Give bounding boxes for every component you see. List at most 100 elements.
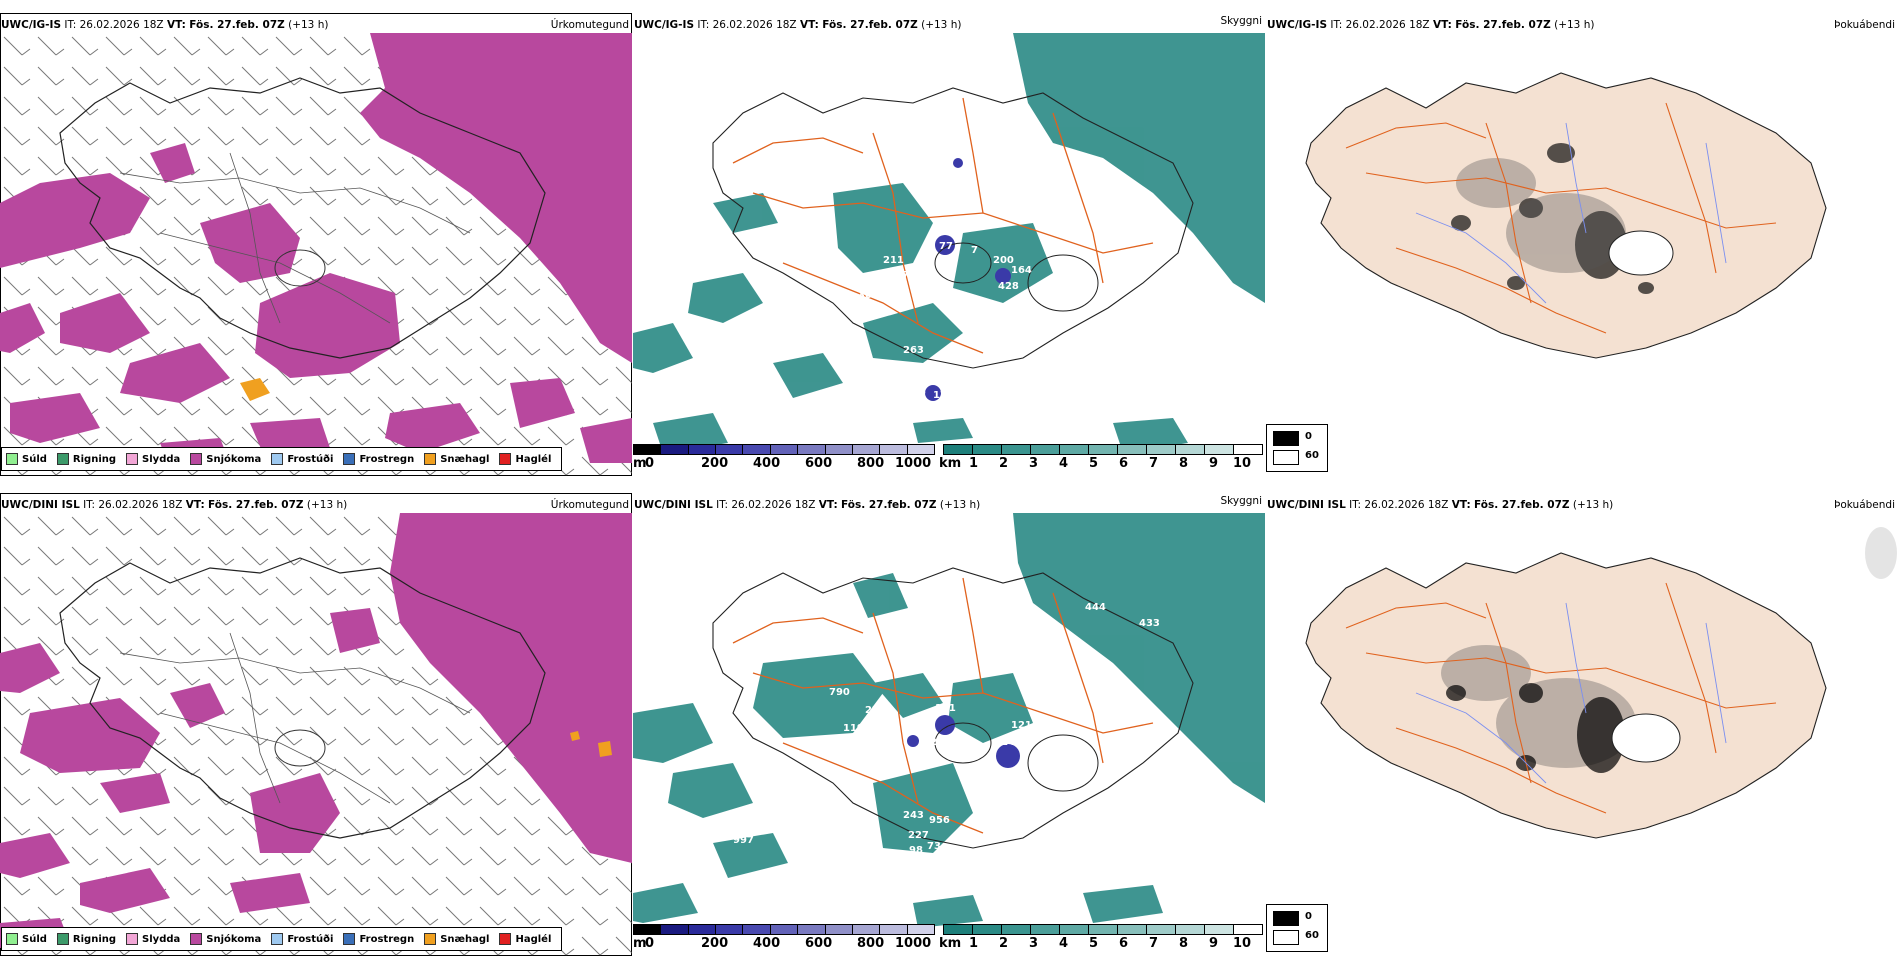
legend-label: Frostúði: [287, 453, 334, 465]
cloud-base-label: 428: [998, 281, 1019, 292]
cloud-base-label: 164: [1011, 265, 1032, 276]
colorbar-tick: 6: [1119, 936, 1129, 951]
colorbar-tick: 7: [1149, 456, 1159, 471]
cloud-base-label: 10: [923, 285, 937, 296]
valid-time: Fös. 27.feb. 07Z: [1455, 19, 1551, 31]
cloud-base-label: 803: [848, 739, 869, 750]
lead-time: (+13 h): [1554, 19, 1595, 31]
colorbar-tick: 8: [1179, 936, 1189, 951]
fog-index-panel: UWC/DINI ISL IT: 26.02.2026 18Z VT: Fös.…: [1266, 493, 1898, 956]
legend-swatch: [343, 453, 356, 465]
cloud-base-label: 144: [1001, 737, 1022, 748]
init-time-label: IT:: [1330, 19, 1343, 31]
valid-time-label: VT:: [818, 499, 838, 511]
precip-map[interactable]: [0, 33, 632, 476]
colorbar-tick: 800: [857, 936, 885, 951]
cloud-base-label: 200: [993, 255, 1014, 266]
valid-time-label: VT:: [1432, 19, 1452, 31]
visibility-map[interactable]: 810 211 327 77 200 164 428 263 55 156 17…: [633, 33, 1265, 476]
legend-swatch: [1273, 930, 1299, 945]
colorbar-unit: m: [633, 936, 647, 951]
fog-map[interactable]: [1266, 33, 1898, 476]
colorbar-tick: 1000: [895, 936, 932, 951]
legend-swatch: [6, 453, 18, 465]
model-name: UWC/DINI ISL: [1267, 499, 1346, 511]
colorbar-unit: km: [939, 936, 962, 951]
precip-type-panel: UWC/DINI ISL IT: 26.02.2026 18Z VT: Fös.…: [0, 493, 632, 956]
legend-label: Frostregn: [359, 453, 415, 465]
legend-item: Súld: [6, 933, 47, 945]
cloud-height-colorbar: m 0 200 400 600 800 1000: [633, 924, 935, 952]
colorbar-tick: 10: [1233, 456, 1252, 471]
cloud-base-label: 30: [858, 290, 872, 301]
colorbar-tick: 5: [1089, 456, 1099, 471]
panel-kind-label: Skyggni: [1220, 495, 1263, 507]
legend-item: Frostregn: [343, 453, 414, 465]
legend-swatch: [1273, 911, 1299, 926]
legend-swatch: [126, 933, 139, 945]
legend-item: Haglél: [499, 933, 551, 945]
legend-label: Rigning: [72, 453, 117, 465]
cloud-base-label: 359: [865, 723, 886, 734]
visibility-colorbar: km 1 2 3 4 5 6 7 8 9 10: [939, 924, 1263, 952]
panel-kind-label: Þokuábendi: [1834, 19, 1895, 31]
legend-item: Súld: [6, 453, 47, 465]
legend-swatch: [424, 933, 437, 945]
panel-kind-label: Þokuábendi: [1834, 499, 1895, 511]
colorbar-tick: 600: [805, 456, 833, 471]
colorbar-tick: 1000: [895, 456, 932, 471]
colorbar-tick: 200: [701, 456, 729, 471]
visibility-map[interactable]: 759 444 433 790 22 119 359 803 111 121 1…: [633, 513, 1265, 956]
lead-time: (+13 h): [1572, 499, 1614, 511]
cloud-base-label: 810: [763, 225, 784, 236]
legend-label: Rigning: [72, 933, 117, 945]
panel-title: UWC/DINI ISL IT: 26.02.2026 18Z VT: Fös.…: [634, 499, 980, 511]
legend-label: 0: [1305, 911, 1312, 922]
legend-label: Slydda: [142, 933, 181, 945]
colorbar-tick: 2: [999, 936, 1009, 951]
cloud-visibility-panel: UWC/DINI ISL IT: 26.02.2026 18Z VT: Fös.…: [633, 493, 1265, 956]
legend-label: Frostúði: [287, 933, 334, 945]
cloud-base-label: 73: [927, 841, 941, 852]
panel-title: UWC/IG-IS IT: 26.02.2026 18Z VT: Fös. 27…: [1267, 19, 1594, 31]
cloud-base-label: 156: [905, 387, 926, 398]
init-time-label: IT:: [1349, 499, 1362, 511]
legend-label: 60: [1305, 450, 1319, 461]
cloud-base-label: 263: [903, 345, 924, 356]
colorbar-tick: 0: [645, 456, 655, 471]
colorbar-tick: 1: [969, 456, 979, 471]
panel-title: UWC/DINI ISL IT: 26.02.2026 18Z VT: Fös.…: [1, 499, 347, 511]
visibility-colorbar: km 1 2 3 4 5 6 7 8 9 10: [939, 444, 1263, 472]
lead-time: (+13 h): [306, 499, 348, 511]
model-name: UWC/DINI ISL: [634, 499, 713, 511]
init-time: 26.02.2026 18Z: [98, 499, 183, 511]
legend-label: Haglél: [515, 453, 552, 465]
precip-map[interactable]: [0, 513, 632, 956]
cloud-base-label: 759: [995, 587, 1016, 598]
valid-time-label: VT:: [1451, 499, 1471, 511]
colorbar-tick: 7: [1149, 936, 1159, 951]
init-time: 26.02.2026 18Z: [1364, 499, 1449, 511]
colorbar-tick: 9: [1209, 936, 1219, 951]
init-time: 26.02.2026 18Z: [731, 499, 816, 511]
colorbar-tick: 3: [1029, 936, 1039, 951]
legend-swatch: [271, 453, 284, 465]
colorbar-unit: km: [939, 456, 962, 471]
colorbar-tick: 8: [1179, 456, 1189, 471]
model-name: UWC/IG-IS: [634, 19, 695, 31]
cloud-base-label: 997: [733, 835, 754, 846]
valid-time: Fös. 27.feb. 07Z: [1474, 499, 1570, 511]
legend-item: Frostregn: [343, 933, 414, 945]
legend-swatch: [499, 933, 512, 945]
cloud-base-label: 98: [909, 845, 923, 856]
fog-map[interactable]: [1266, 513, 1898, 956]
legend-label: Snæhagl: [440, 453, 490, 465]
colorbar-tick: 400: [753, 936, 781, 951]
cloud-base-label: 7: [971, 245, 978, 256]
valid-time: Fös. 27.feb. 07Z: [822, 19, 918, 31]
valid-time: Fös. 27.feb. 07Z: [189, 19, 285, 31]
init-time: 26.02.2026 18Z: [712, 19, 797, 31]
cloud-visibility-panel: UWC/IG-IS IT: 26.02.2026 18Z VT: Fös. 27…: [633, 13, 1265, 476]
legend-swatch: [271, 933, 284, 945]
legend-label: Haglél: [515, 933, 552, 945]
